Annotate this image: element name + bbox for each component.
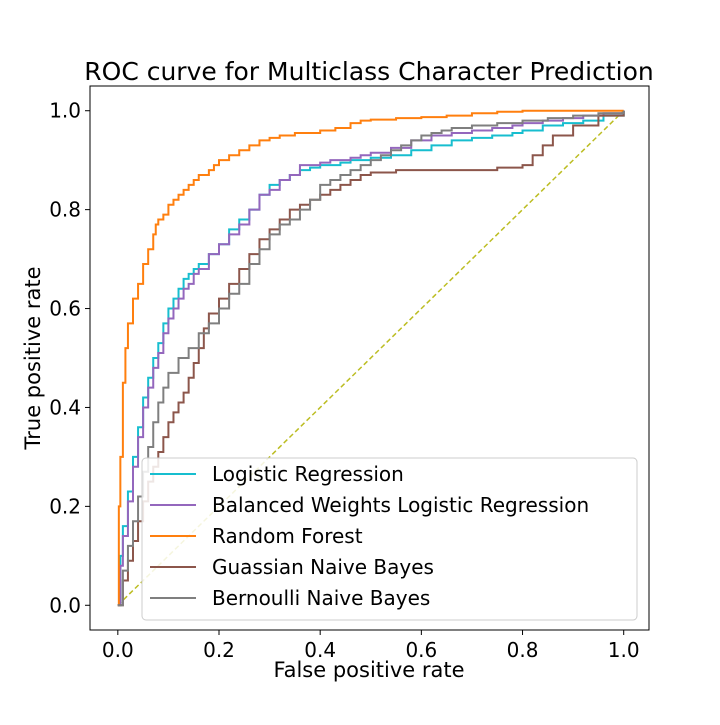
legend-label: Bernoulli Naive Bayes bbox=[212, 586, 430, 610]
x-tick-label: 1.0 bbox=[608, 638, 640, 662]
legend-label: Guassian Naive Bayes bbox=[212, 555, 434, 579]
legend-box bbox=[141, 457, 638, 621]
plot-frame bbox=[89, 85, 650, 631]
x-tick-label: 0.6 bbox=[405, 638, 437, 662]
chart-title: ROC curve for Multiclass Character Predi… bbox=[84, 57, 653, 86]
roc-series-line-4 bbox=[117, 110, 625, 607]
chance-diagonal-line bbox=[117, 110, 625, 606]
y-tick-label: 0.8 bbox=[49, 198, 81, 222]
y-axis-label: True positive rate bbox=[21, 267, 45, 451]
x-tick-label: 0.0 bbox=[102, 638, 134, 662]
legend-items: Logistic Regression Balanced Weights Logi… bbox=[150, 462, 589, 610]
y-tick-label: 0.2 bbox=[49, 494, 81, 518]
y-tick-label: 1.0 bbox=[49, 99, 81, 123]
y-tick-label: 0.0 bbox=[49, 593, 81, 617]
x-axis-label: False positive rate bbox=[273, 658, 464, 682]
legend-label: Random Forest bbox=[212, 524, 363, 548]
x-axis-ticks: 0.0 0.2 0.4 0.6 0.8 1.0 bbox=[102, 630, 640, 662]
y-axis-ticks: 0.0 0.2 0.4 0.6 0.8 1.0 bbox=[49, 99, 90, 617]
legend-label: Logistic Regression bbox=[212, 462, 404, 486]
roc-series-line-2 bbox=[117, 109, 624, 607]
y-tick-label: 0.6 bbox=[49, 297, 81, 321]
x-tick-label: 0.2 bbox=[203, 638, 235, 662]
y-tick-label: 0.4 bbox=[49, 395, 81, 419]
x-tick-label: 0.4 bbox=[304, 638, 336, 662]
x-tick-label: 0.8 bbox=[507, 638, 539, 662]
legend-label: Balanced Weights Logistic Regression bbox=[212, 493, 589, 517]
legend: Logistic Regression Balanced Weights Logi… bbox=[141, 457, 638, 621]
roc-series-line-1 bbox=[117, 110, 625, 607]
